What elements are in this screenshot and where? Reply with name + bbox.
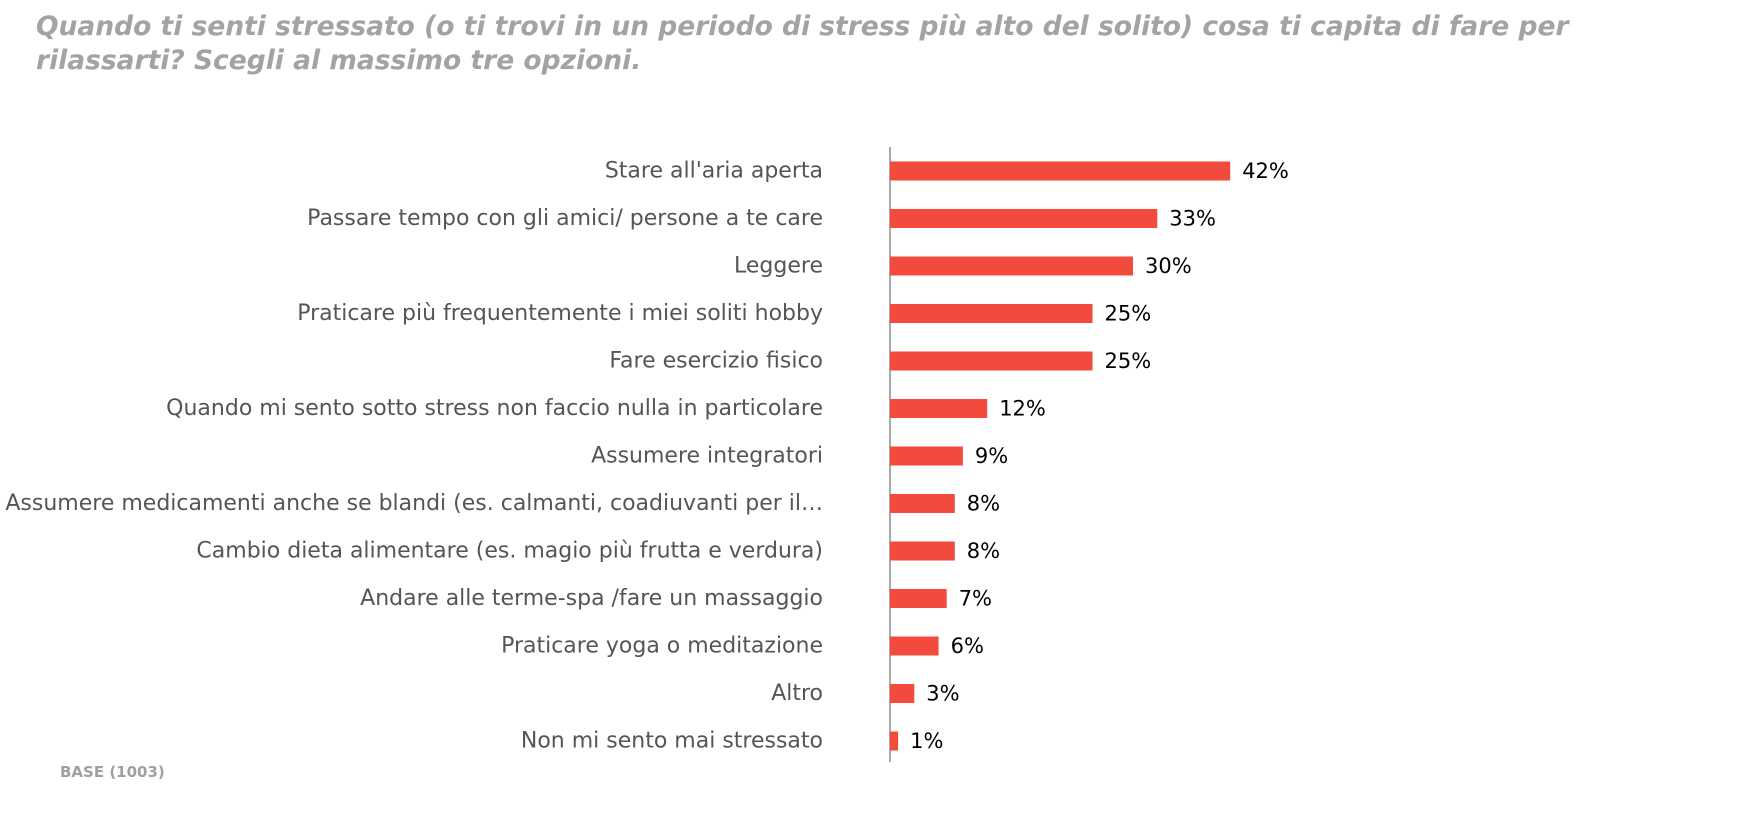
value-label: 7% [959,587,992,611]
category-label: Cambio dieta alimentare (es. magio più f… [196,539,823,564]
value-label: 3% [926,682,959,706]
bars [890,161,1231,751]
value-label: 6% [951,634,984,658]
bar [890,161,1231,181]
value-label: 8% [967,492,1000,516]
bar [890,351,1093,371]
category-label: Fare esercizio fisico [609,349,823,374]
bar [890,446,963,466]
value-label: 9% [975,444,1008,468]
value-label: 12% [999,397,1046,421]
value-label: 30% [1145,254,1192,278]
bar [890,256,1133,276]
bar [890,589,947,608]
value-label: 1% [910,729,943,753]
category-label: Leggere [734,254,823,279]
bar [890,636,939,656]
category-label: Assumere medicamenti anche se blandi (es… [5,491,823,516]
chart-title: Quando ti senti stressato (o ti trovi in… [36,11,1569,76]
category-label: Non mi sento mai stressato [521,729,823,754]
category-label: Assumere integratori [591,444,823,469]
category-label: Quando mi sento sotto stress non faccio … [166,396,823,421]
bar [890,731,899,751]
bar [890,304,1093,323]
value-label: 25% [1105,302,1152,326]
bar [890,541,955,561]
category-label: Andare alle terme-spa /fare un massaggio [360,586,823,611]
value-label: 33% [1169,207,1216,231]
category-label: Praticare più frequentemente i miei soli… [297,301,823,326]
base-note: BASE (1003) [60,763,165,781]
value-label: 8% [967,539,1000,563]
value-label: 25% [1105,349,1152,373]
category-label: Passare tempo con gli amici/ persone a t… [307,206,823,231]
category-label: Praticare yoga o meditazione [501,634,823,659]
bar [890,399,988,418]
bar [890,209,1158,228]
bar [890,684,915,703]
category-labels: Stare all'aria aperta Passare tempo con g… [5,159,823,754]
category-label: Altro [771,681,823,706]
value-labels: 42% 33% 30% 25% 25% 12% 9% 8% 8% 7% 6% 3% 1% [910,159,1289,753]
bar [890,494,955,513]
category-label: Stare all'aria aperta [605,159,823,184]
value-label: 42% [1242,159,1289,183]
